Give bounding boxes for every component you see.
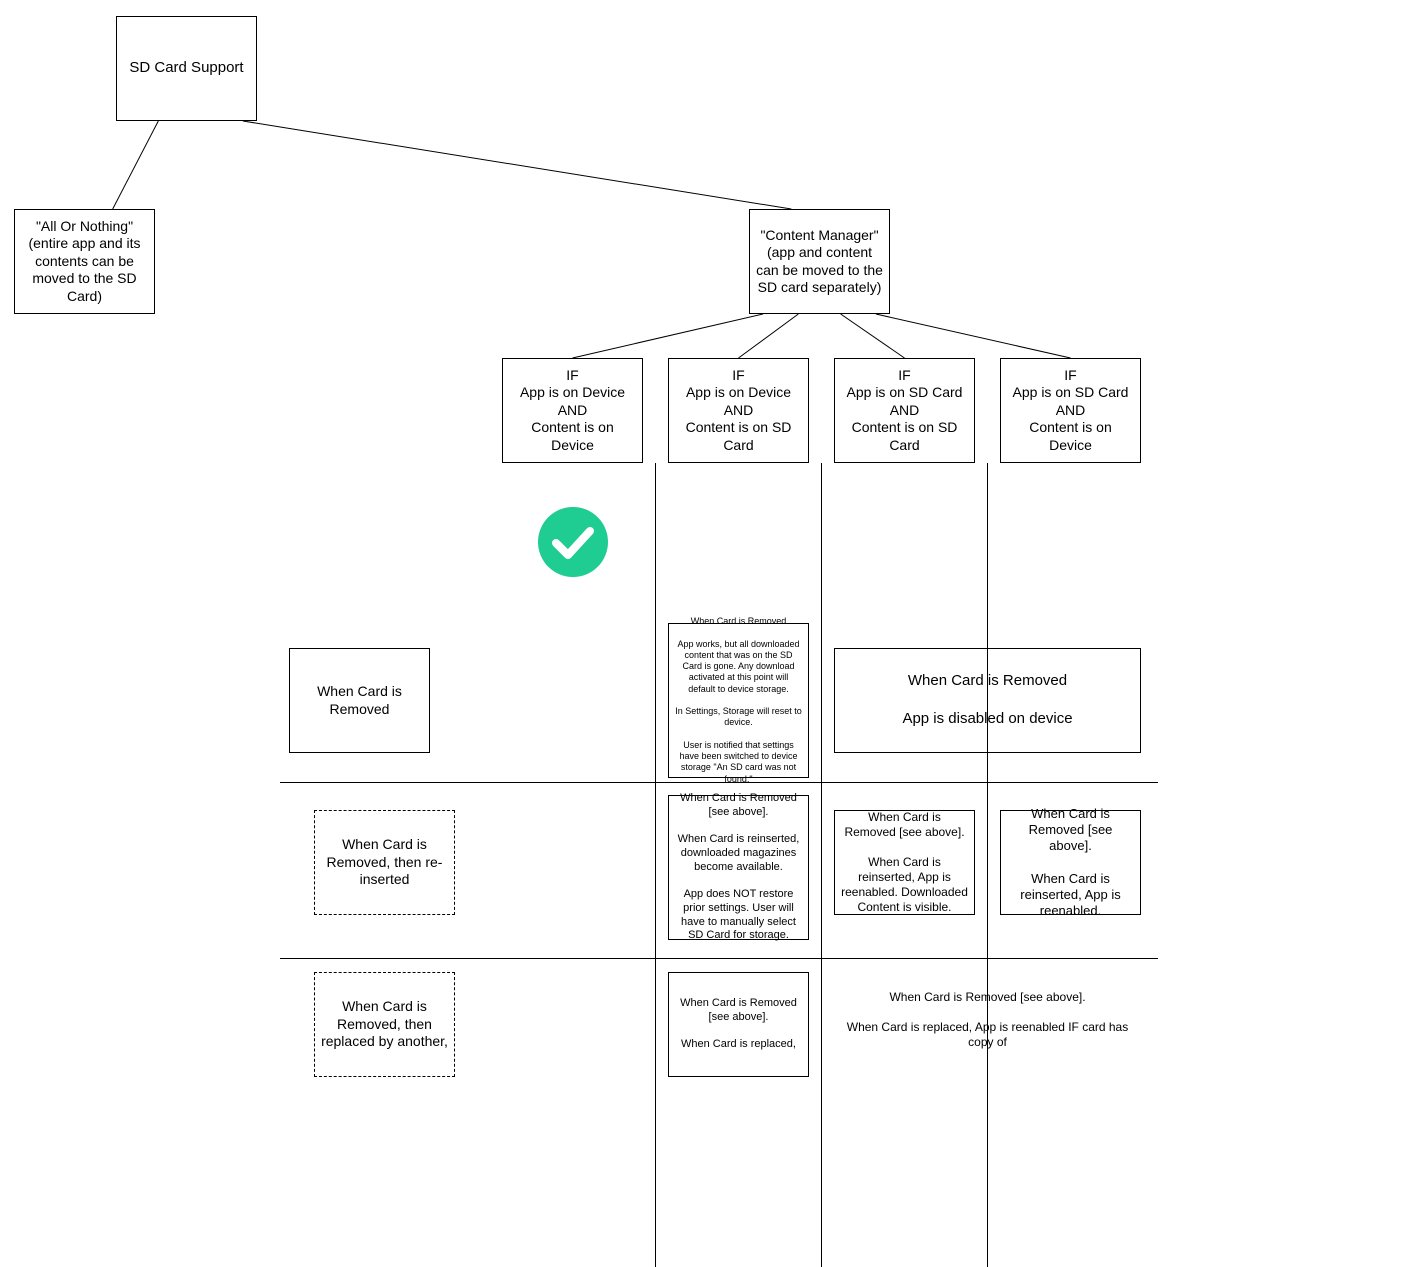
edge bbox=[573, 314, 764, 358]
node-rowlabel1: When Card is Removed bbox=[289, 648, 430, 753]
column-line bbox=[987, 463, 988, 1267]
diagram-canvas: SD Card Support "All Or Nothing" (entire … bbox=[0, 0, 1416, 1267]
node-contentmanager: "Content Manager" (app and content can b… bbox=[749, 209, 890, 314]
edge bbox=[739, 314, 799, 358]
column-line bbox=[655, 463, 656, 1267]
node-if4: IF App is on SD Card AND Content is on D… bbox=[1000, 358, 1141, 463]
edge bbox=[876, 314, 1071, 358]
node-cell_b2: When Card is Removed [see above]. When C… bbox=[668, 795, 809, 940]
edge bbox=[243, 121, 791, 209]
node-rowlabel2: When Card is Removed, then re-inserted bbox=[314, 810, 455, 915]
node-cell_d2: When Card is Removed [see above]. When C… bbox=[1000, 810, 1141, 915]
node-cell_b1: When Card is Removed App works, but all … bbox=[668, 623, 809, 778]
node-rowlabel3: When Card is Removed, then replaced by a… bbox=[314, 972, 455, 1077]
node-if3: IF App is on SD Card AND Content is on S… bbox=[834, 358, 975, 463]
column-line bbox=[821, 463, 822, 1267]
node-cell_b3: When Card is Removed [see above]. When C… bbox=[668, 972, 809, 1077]
node-if1: IF App is on Device AND Content is on De… bbox=[502, 358, 643, 463]
check-icon bbox=[538, 507, 608, 577]
edge bbox=[841, 314, 905, 358]
node-cell_c2: When Card is Removed [see above]. When C… bbox=[834, 810, 975, 915]
row-divider bbox=[280, 782, 1158, 783]
node-allornothing: "All Or Nothing" (entire app and its con… bbox=[14, 209, 155, 314]
edge bbox=[113, 121, 159, 209]
node-if2: IF App is on Device AND Content is on SD… bbox=[668, 358, 809, 463]
node-root: SD Card Support bbox=[116, 16, 257, 121]
row-divider bbox=[280, 958, 1158, 959]
